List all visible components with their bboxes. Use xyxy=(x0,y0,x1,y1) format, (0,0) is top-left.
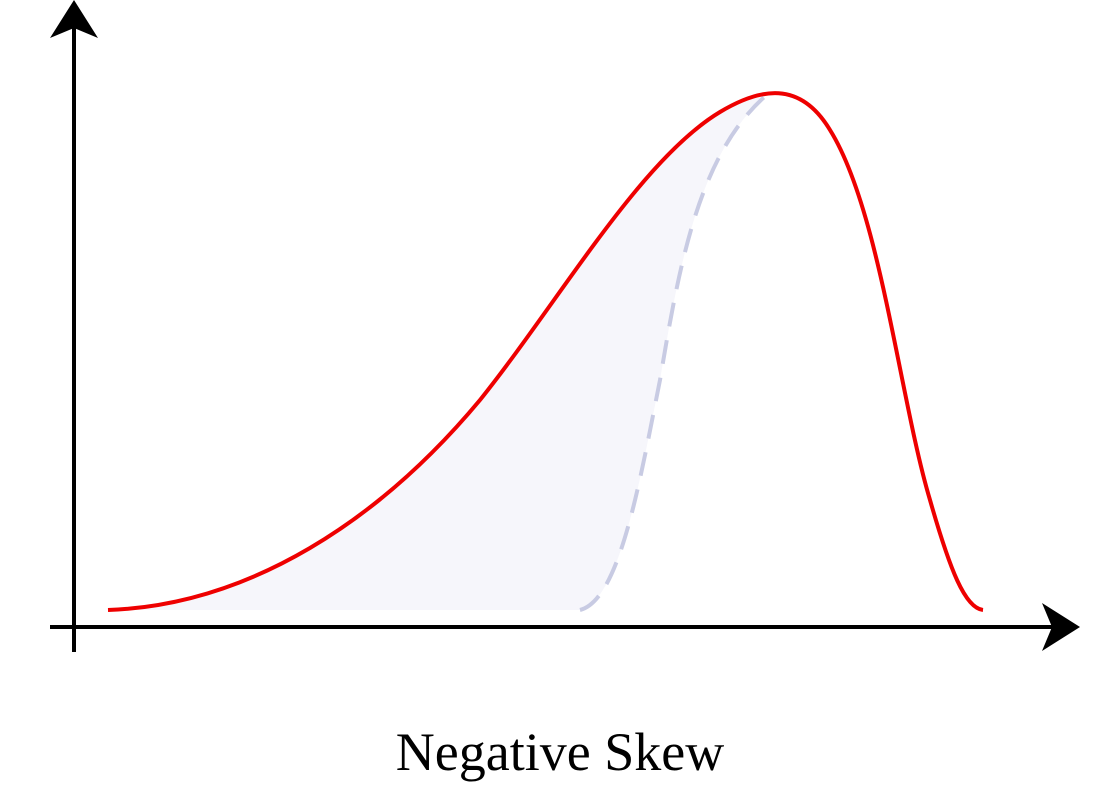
caption: Negative Skew xyxy=(396,722,724,782)
x-axis-arrow xyxy=(1042,603,1080,651)
shaded-area xyxy=(108,92,770,610)
symmetric-curve xyxy=(579,90,772,612)
y-axis-arrow xyxy=(50,0,98,38)
skewed-curve xyxy=(107,91,984,612)
